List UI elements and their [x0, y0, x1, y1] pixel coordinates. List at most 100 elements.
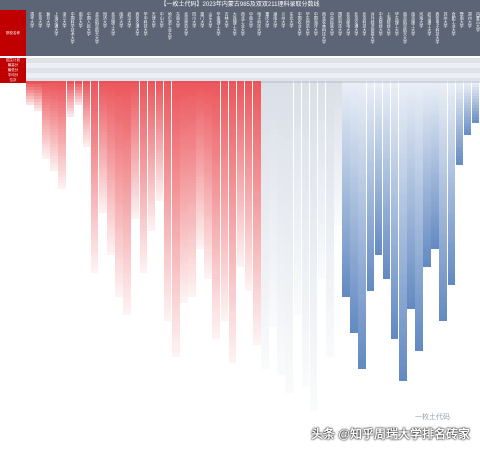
score-cell [196, 171, 204, 174]
score-cell [390, 258, 399, 261]
score-cell [390, 189, 399, 192]
score-cell [301, 249, 310, 252]
score-cell [439, 171, 448, 174]
score-cell [447, 141, 456, 144]
score-cell [204, 213, 212, 216]
score-cell [261, 168, 269, 171]
score-cell [196, 147, 204, 150]
score-cell [228, 282, 237, 285]
score-cell [358, 333, 366, 336]
score-cell [163, 288, 172, 291]
score-cell [269, 225, 277, 228]
score-cell [415, 288, 423, 291]
score-cell [415, 312, 423, 315]
score-cell [139, 261, 148, 264]
score-cell [277, 171, 285, 174]
score-cell [309, 237, 318, 240]
score-cell [196, 126, 204, 129]
score-cell [334, 177, 342, 180]
score-cell [98, 165, 107, 168]
score-cell [285, 372, 294, 375]
score-cell [439, 288, 448, 291]
score-cell [253, 141, 261, 144]
score-cell [261, 102, 269, 105]
score-cell [382, 147, 391, 150]
score-cell [358, 96, 366, 99]
score-cell [269, 150, 277, 153]
score-cell [358, 102, 366, 105]
score-cell [293, 114, 302, 117]
score-cell [350, 171, 358, 174]
score-cell [471, 108, 480, 111]
score-cell [431, 240, 439, 243]
score-cell [269, 195, 277, 198]
score-cell [342, 171, 350, 174]
score-cell [269, 165, 277, 168]
score-cell [220, 279, 229, 282]
score-cell [244, 147, 253, 150]
score-cell [325, 147, 334, 150]
score-cell [244, 162, 253, 165]
score-cell [123, 294, 131, 297]
score-cell [309, 150, 318, 153]
score-cell [90, 228, 99, 231]
score-cell [407, 303, 415, 306]
score-cell [407, 99, 415, 102]
score-cell [90, 201, 99, 204]
score-cell [155, 159, 164, 162]
score-cell [358, 282, 366, 285]
score-cell [58, 105, 67, 108]
score-cell [155, 177, 164, 180]
score-cell [301, 153, 310, 156]
score-cell [309, 297, 318, 300]
score-cell [342, 168, 350, 171]
score-cell [220, 198, 229, 201]
score-cell [293, 246, 302, 249]
score-cell [50, 147, 58, 150]
score-cell [131, 111, 139, 114]
score-cell [115, 255, 123, 258]
score-cell [220, 162, 229, 165]
score-cell [171, 204, 180, 207]
score-cell [171, 258, 180, 261]
score-cell [188, 276, 196, 279]
score-cell [261, 225, 269, 228]
score-cell [34, 96, 42, 99]
score-cell [188, 180, 196, 183]
score-cell [253, 81, 261, 84]
score-cell [447, 210, 456, 213]
score-cell [366, 288, 375, 291]
score-cell [269, 255, 277, 258]
score-cell [115, 156, 123, 159]
score-cell [301, 333, 310, 336]
score-cell [123, 273, 131, 276]
score-cell [269, 297, 277, 300]
column-header: 天津大学 [151, 12, 156, 28]
score-cell [325, 240, 334, 243]
score-cell [309, 327, 318, 330]
score-cell [115, 237, 123, 240]
score-cell [188, 171, 196, 174]
score-cell [309, 81, 318, 84]
score-cell [285, 357, 294, 360]
score-cell [66, 81, 75, 84]
score-cell [358, 99, 366, 102]
score-cell [293, 261, 302, 264]
score-cell [196, 105, 204, 108]
score-cell [374, 213, 383, 216]
score-cell [334, 141, 342, 144]
score-cell [342, 285, 350, 288]
score-cell [244, 207, 253, 210]
score-cell [147, 90, 156, 93]
score-cell [366, 261, 375, 264]
score-cell [317, 195, 326, 198]
score-cell [131, 129, 139, 132]
score-cell [390, 219, 399, 222]
score-cell [317, 102, 326, 105]
score-cell [285, 306, 294, 309]
score-column [188, 81, 196, 297]
score-cell [358, 201, 366, 204]
score-cell [212, 216, 221, 219]
score-cell [212, 264, 221, 267]
score-cell [269, 138, 277, 141]
